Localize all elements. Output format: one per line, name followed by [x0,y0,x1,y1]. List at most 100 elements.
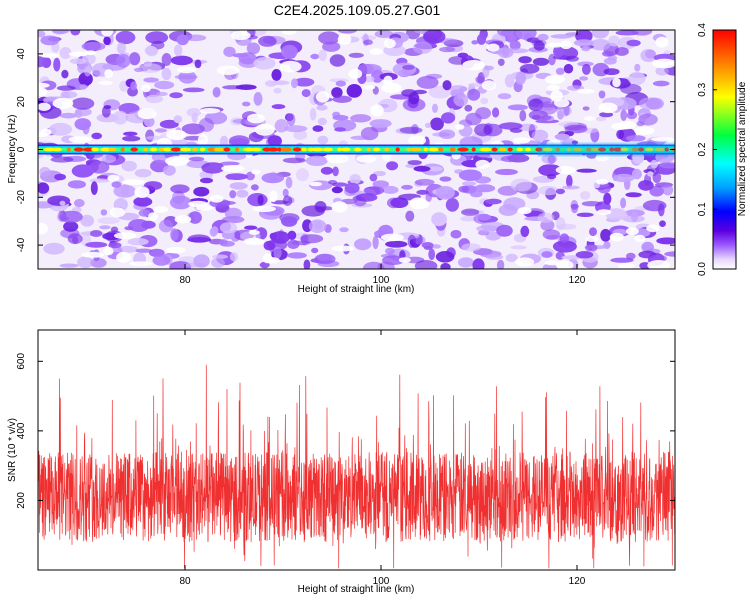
carrier-peak [163,147,172,152]
noise-blob [257,194,264,206]
noise-blob [399,126,423,134]
noise-gap [281,30,297,35]
noise-gap [331,245,354,252]
y-tick-label: 40 [16,48,27,60]
x-tick-label: 80 [179,275,191,286]
noise-blob [271,69,282,81]
noise-blob [311,247,319,254]
snr-x-ticks: 80 100 120 [179,330,586,587]
noise-gap [555,165,576,175]
noise-blob [658,203,665,217]
noise-blob [579,76,589,81]
noise-blob [309,107,317,121]
noise-blob [259,261,270,269]
noise-blob [242,101,251,107]
noise-blob [432,103,438,114]
noise-blob [392,62,417,76]
noise-blob [515,71,526,85]
noise-blob [555,217,566,231]
noise-blob [576,168,597,173]
noise-blob [335,80,346,87]
noise-gap [455,124,465,130]
noise-blob [100,209,108,216]
noise-gap [612,77,621,88]
noise-blob [211,257,225,268]
noise-gap [279,60,302,73]
noise-blob [329,54,346,67]
noise-blob [470,190,483,198]
carrier-peak [498,147,507,152]
colorbar-tick-label: 0.0 [697,262,708,276]
noise-blob [421,242,434,249]
noise-blob [281,44,298,59]
noise-blob [229,182,248,190]
noise-blob [176,34,189,46]
noise-blob [350,114,372,123]
noise-blob [143,77,159,83]
noise-gap [148,212,158,221]
noise-blob [416,75,439,89]
colorbar-tick-label: 0.1 [697,202,708,216]
carrier-peak [586,147,592,152]
noise-blob [537,186,560,196]
noise-blob [573,39,594,47]
noise-blob [133,196,153,207]
noise-blob [271,104,286,110]
noise-gap [652,58,675,69]
noise-blob [144,45,158,56]
noise-blob [402,64,415,70]
noise-gap [348,68,363,79]
carrier-peak [280,147,293,152]
noise-blob [535,119,560,124]
noise-gap [618,121,636,130]
noise-blob [212,254,228,259]
noise-blob [364,186,385,196]
noise-gap [113,232,137,240]
noise-gap [356,155,377,163]
noise-gap [38,222,48,235]
noise-gap [216,65,240,76]
noise-blob [224,207,242,220]
noise-blob [414,260,438,269]
noise-blob [482,65,490,78]
noise-blob [497,93,512,100]
noise-blob [282,188,289,198]
noise-gap [584,116,596,121]
noise-blob [559,233,569,243]
noise-blob [219,222,238,234]
noise-blob [350,135,371,140]
noise-blob [129,52,141,66]
noise-blob [435,250,455,263]
carrier-peak [372,147,381,152]
noise-blob [59,200,66,206]
noise-gap [408,135,427,146]
noise-blob [537,212,555,223]
carrier-peak [366,147,371,152]
noise-blob [475,76,485,84]
carrier-peak [170,147,182,152]
noise-blob [550,34,573,39]
colorbar-tick-label: 0.4 [697,23,708,37]
spectrogram-panel: 80 100 120 -40 -20 0 20 40 Height of straight … [7,29,676,295]
noise-blob [656,237,675,245]
noise-blob [332,166,339,177]
noise-gap [381,82,402,94]
noise-blob [507,33,516,44]
noise-blob [507,104,528,111]
noise-gap [98,80,113,85]
noise-blob [59,263,79,268]
noise-blob [43,242,65,255]
noise-blob [56,85,76,91]
noise-blob [293,130,308,140]
noise-blob [159,119,179,129]
noise-blob [170,184,190,194]
figure-title: C2E4.2025.109.05.27.G01 [274,2,441,18]
spectrogram-y-ticks: -40 -20 0 20 40 [16,48,675,252]
noise-blob [211,226,219,236]
noise-blob [198,117,214,132]
noise-blob [431,212,447,227]
carrier-peak [507,147,513,152]
noise-blob [293,77,315,87]
noise-blob [138,63,162,73]
noise-blob [450,229,462,239]
